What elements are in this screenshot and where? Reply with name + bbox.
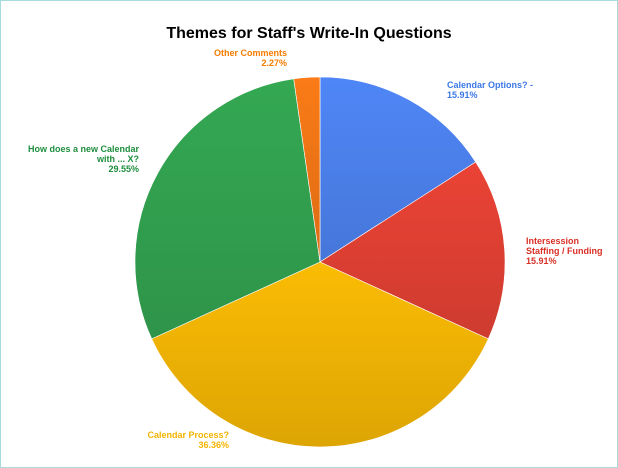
slice-label-2: Calendar Process? 36.36% [147,430,229,450]
pie-slice-4 [293,76,321,263]
slice-label-1: Intersession Staffing / Funding 15.91% [526,236,602,266]
pie-slice-3 [134,78,321,340]
pie-slice-2 [151,261,489,448]
pie-slice-0 [319,76,477,263]
chart-title: Themes for Staff's Write-In Questions [166,25,452,42]
slice-label-4: Other Comments 2.27% [214,48,287,68]
slice-label-0: Calendar Options? -15.91% [447,80,533,100]
slice-label-3: How does a new Calendar with ... X? 29.55% [28,144,140,174]
pie-slice-1 [319,161,506,340]
